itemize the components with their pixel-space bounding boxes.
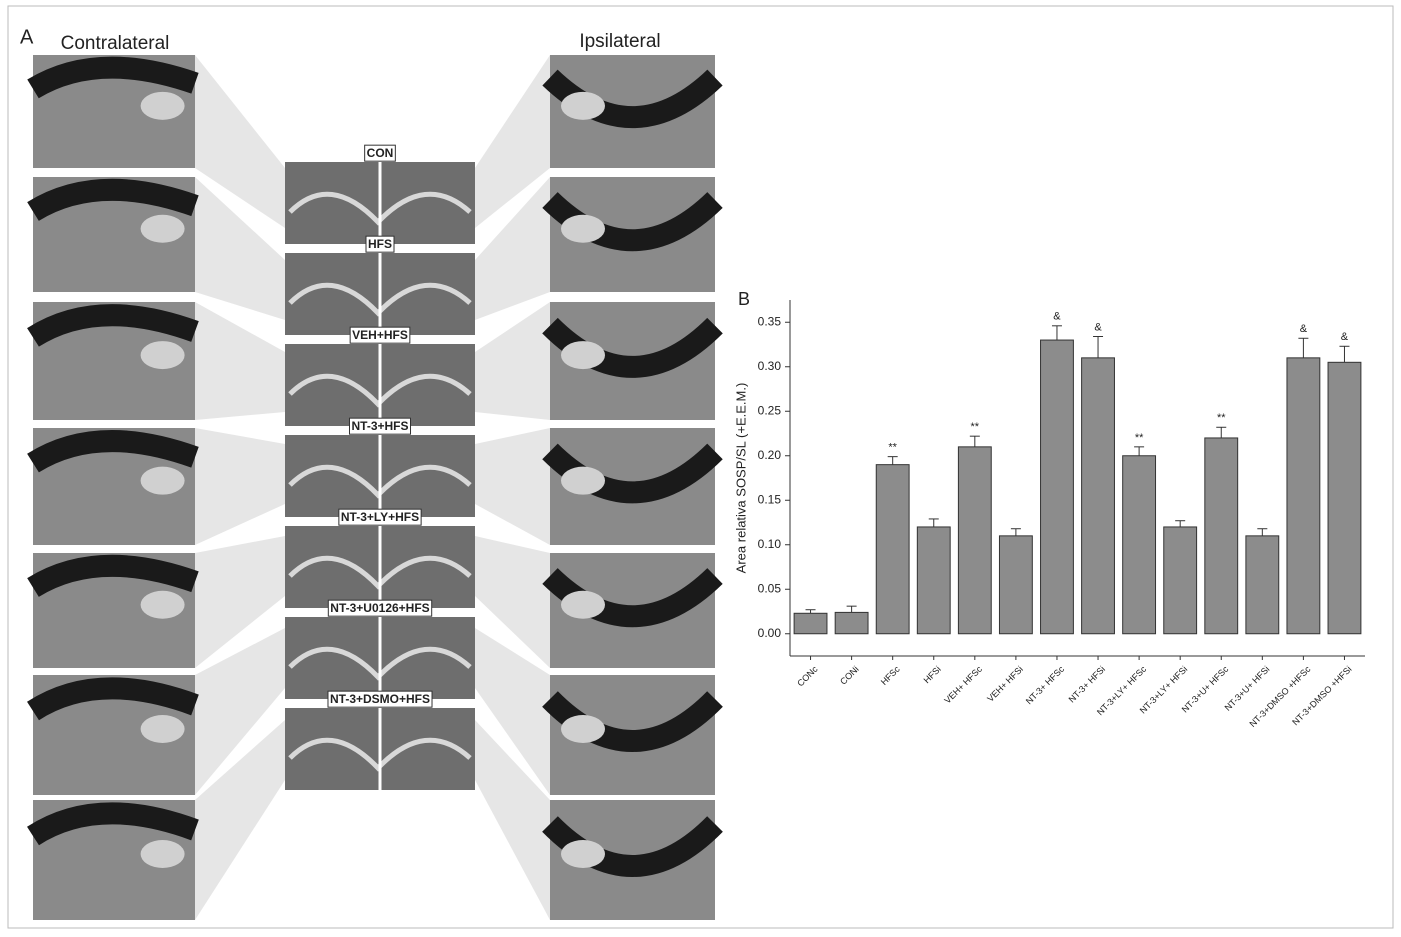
x-tick-label: HFSc [879,664,902,687]
tissue-spot [561,467,605,495]
y-tick-label: 0.10 [758,537,782,551]
x-tick-label: NT-3+ HFSi [1067,664,1107,704]
bar [999,536,1032,634]
connector [195,428,285,545]
significance-mark: & [1094,321,1102,333]
left-title: Contralateral [61,33,170,54]
y-tick-label: 0.30 [758,359,782,373]
y-tick-label: 0.15 [758,492,782,506]
significance-mark: ** [1135,432,1144,444]
bar [1205,438,1238,634]
bar [1164,527,1197,634]
x-tick-label: HFSi [922,664,943,685]
tissue-spot [561,215,605,243]
tissue-spot [561,92,605,120]
significance-mark: ** [1217,412,1226,424]
significance-mark: & [1053,311,1061,323]
tissue-spot [561,840,605,868]
bar [794,613,827,633]
bar [1246,536,1279,634]
significance-mark: & [1300,323,1308,335]
tissue-spot [141,92,185,120]
tissue-spot [141,215,185,243]
tissue-spot [141,341,185,369]
panel-label: B [738,289,750,309]
y-tick-label: 0.25 [758,403,782,417]
significance-mark: & [1341,331,1349,343]
section-label: HFS [368,237,392,251]
y-axis-label: Area relativa SOSP/SL (+E.E.M.) [733,383,748,574]
connector [475,428,550,545]
bar [1287,358,1320,634]
significance-mark: ** [888,442,897,454]
y-tick-label: 0.35 [758,314,782,328]
figure: CON HFS VEH+HFS NT-3+HFS NT-3+LY+HFS NT-3+U01… [0,0,1401,937]
y-tick-label: 0.05 [758,581,782,595]
tissue-spot [561,341,605,369]
bar [876,465,909,634]
panel-a: CON HFS VEH+HFS NT-3+HFS NT-3+LY+HFS NT-3+U01… [33,55,715,920]
tissue-spot [141,715,185,743]
right-title: Ipsilateral [579,31,660,52]
x-tick-label: CONi [838,664,861,687]
connector [475,302,550,420]
bar [917,527,950,634]
tissue-spot [141,591,185,619]
bar [1328,362,1361,633]
section-label: NT-3+LY+HFS [341,510,419,524]
bar [1082,358,1115,634]
tissue-spot [561,715,605,743]
bar [1041,340,1074,634]
section-label: NT-3+U0126+HFS [330,601,429,615]
bar [835,612,868,633]
section-label: VEH+HFS [352,328,408,342]
x-tick-label: NT-3+ HFSc [1024,664,1067,707]
tissue-spot [141,467,185,495]
y-tick-label: 0.00 [758,626,782,640]
section-label: NT-3+HFS [351,419,408,433]
tissue-spot [141,840,185,868]
tissue-spot [561,591,605,619]
bar [958,447,991,634]
section-label: CON [367,146,394,160]
x-tick-label: CONc [795,664,820,689]
connector [195,302,285,420]
panel-label: A [20,26,34,48]
section-label: NT-3+DSMO+HFS [330,692,430,706]
x-tick-label: VEH+ HFSc [942,664,984,706]
x-tick-label: VEH+ HFSi [985,664,1025,704]
significance-mark: ** [971,421,980,433]
bar [1123,456,1156,634]
y-tick-label: 0.20 [758,448,782,462]
